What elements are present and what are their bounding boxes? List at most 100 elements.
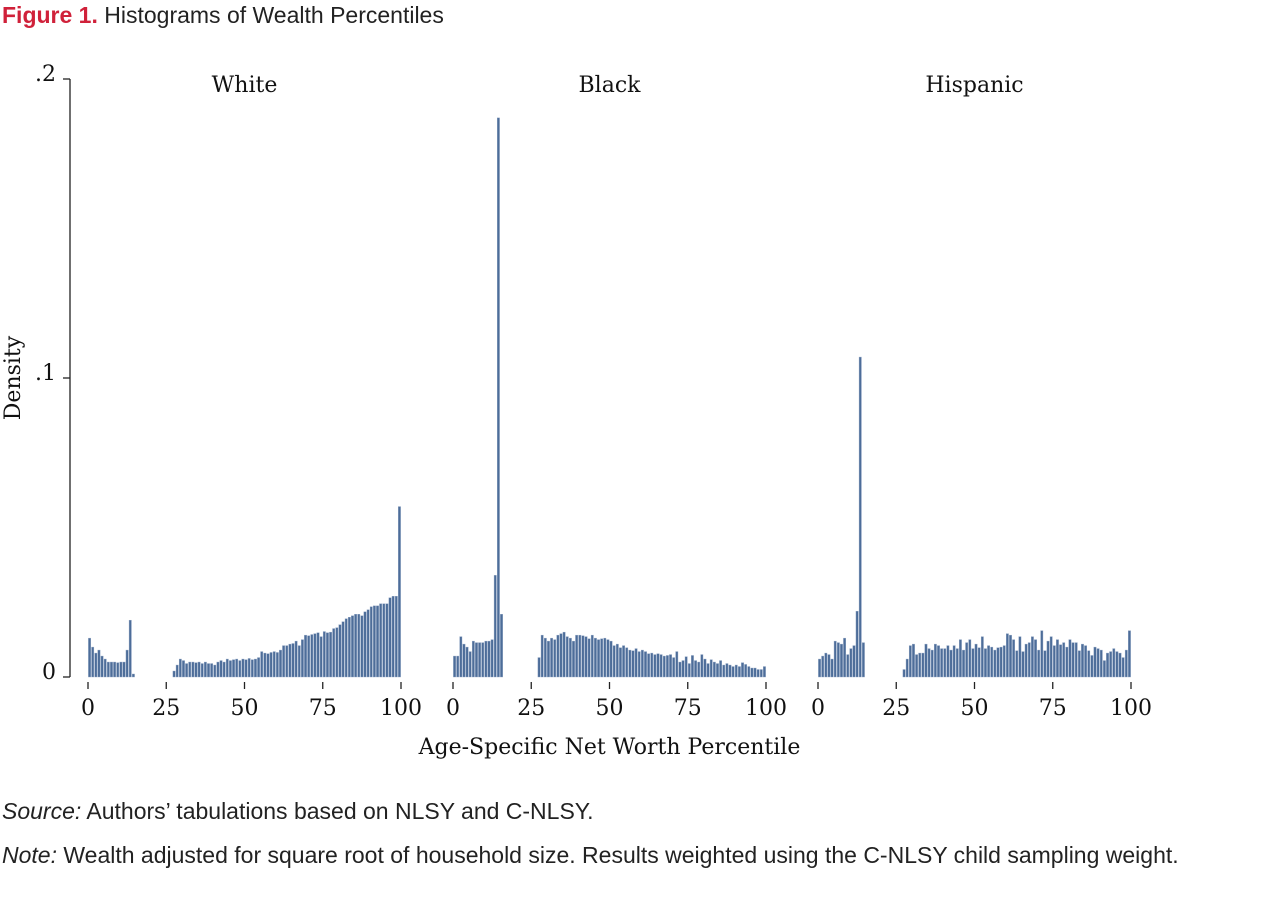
histogram-bar <box>113 661 116 678</box>
histogram-bar <box>858 356 862 678</box>
histogram-bar <box>949 649 953 678</box>
histogram-bar <box>338 624 342 678</box>
histogram-bar <box>366 609 370 678</box>
histogram-bar <box>204 661 207 678</box>
histogram-bar <box>747 666 751 678</box>
x-tick-label: 100 <box>1110 696 1152 721</box>
histogram-bar <box>376 605 379 678</box>
histogram-bar <box>1115 651 1119 678</box>
histogram-bar <box>322 631 326 678</box>
histogram-bar <box>363 611 367 678</box>
histogram-bar <box>855 611 859 678</box>
histogram-bar <box>1056 639 1059 678</box>
histogram-bar <box>1065 646 1069 678</box>
panel-title: White <box>212 73 278 98</box>
histogram-bar <box>606 639 610 678</box>
x-tick-label: 0 <box>81 696 95 721</box>
histogram-bar <box>1034 639 1037 678</box>
histogram-bar <box>612 645 616 678</box>
histogram-bar <box>301 639 304 678</box>
histogram-bar <box>725 663 729 678</box>
x-tick-label: 0 <box>811 696 825 721</box>
histogram-bar <box>225 658 229 678</box>
histogram-bar <box>276 652 279 678</box>
histogram-bar <box>297 645 301 678</box>
note: Note: Wealth adjusted for square root of… <box>2 836 1277 874</box>
histogram-bar <box>584 636 588 678</box>
x-axis-label: Age-Specific Net Worth Percentile <box>418 735 801 760</box>
histogram-bar <box>1106 652 1109 678</box>
histogram-bar <box>852 645 856 678</box>
histogram-bar <box>943 648 947 678</box>
histogram-bar <box>125 649 129 678</box>
x-tick-label: 25 <box>517 696 545 721</box>
histogram-bar <box>122 661 126 678</box>
histogram-bar <box>185 663 188 678</box>
histogram-bar <box>609 640 613 678</box>
histogram-bar <box>578 634 582 678</box>
histogram-bar <box>279 649 282 678</box>
histogram-bar <box>232 659 235 678</box>
histogram-bar <box>91 646 95 678</box>
histogram-bar <box>310 634 314 678</box>
histogram-bar <box>908 645 912 678</box>
note-text: Wealth adjusted for square root of house… <box>63 842 1179 868</box>
histogram-bar <box>326 632 329 678</box>
histogram-bar <box>547 640 550 678</box>
histogram-bar <box>94 652 98 678</box>
histogram-bar <box>977 647 981 678</box>
histogram-bar <box>728 664 732 678</box>
histogram-bar <box>619 647 622 678</box>
histogram-bar <box>902 669 906 678</box>
histogram-bar <box>1015 650 1019 678</box>
histogram-bar <box>459 636 463 678</box>
histogram-bar <box>260 651 264 678</box>
histogram-bar <box>453 655 456 678</box>
x-tick-label: 50 <box>231 696 259 721</box>
histogram-bar <box>1018 636 1022 678</box>
histogram-bar <box>1109 651 1113 678</box>
x-tick-label: 0 <box>446 696 460 721</box>
histogram-bar <box>959 639 962 678</box>
histogram-bar <box>1012 639 1015 678</box>
histogram-bar <box>984 648 987 678</box>
histogram-bar <box>238 660 242 678</box>
histogram-bar <box>706 663 710 678</box>
histogram-bar <box>912 643 915 678</box>
histogram-bar <box>824 652 828 678</box>
histogram-bar <box>1087 650 1091 678</box>
histogram-bar <box>1049 636 1053 678</box>
histogram-bar <box>468 651 472 678</box>
histogram-bar <box>191 661 195 678</box>
histogram-bar <box>763 666 766 678</box>
histogram-bar <box>594 637 597 678</box>
histogram-bar <box>263 652 267 678</box>
histogram-bar <box>1027 642 1031 678</box>
histogram-bar <box>644 651 647 678</box>
histogram-bar <box>216 661 220 678</box>
histogram-bar <box>653 654 657 678</box>
histogram-bar <box>934 643 937 678</box>
histogram-bar <box>354 614 357 678</box>
histogram-bar <box>100 655 104 678</box>
histogram-bar <box>194 662 198 678</box>
histogram-bar <box>862 642 865 678</box>
histogram-bar <box>697 661 701 678</box>
histogram-bar <box>712 661 716 678</box>
histogram-bar <box>846 654 850 678</box>
histogram-bar <box>1128 630 1131 678</box>
histogram-bar <box>918 652 922 678</box>
histogram-bar <box>556 634 560 678</box>
histogram-bar <box>288 643 292 678</box>
histogram-bar <box>500 614 503 678</box>
histogram-bar <box>391 596 395 678</box>
histogram-bar <box>1093 646 1097 678</box>
histogram-bar <box>456 655 460 678</box>
histogram-bar <box>659 654 663 678</box>
histogram-bar <box>1046 640 1050 678</box>
histogram-bar <box>254 658 257 678</box>
histogram-bar <box>974 643 978 678</box>
histogram-bar <box>600 638 604 678</box>
histogram-bar <box>738 666 741 678</box>
histogram-bar <box>647 653 650 678</box>
